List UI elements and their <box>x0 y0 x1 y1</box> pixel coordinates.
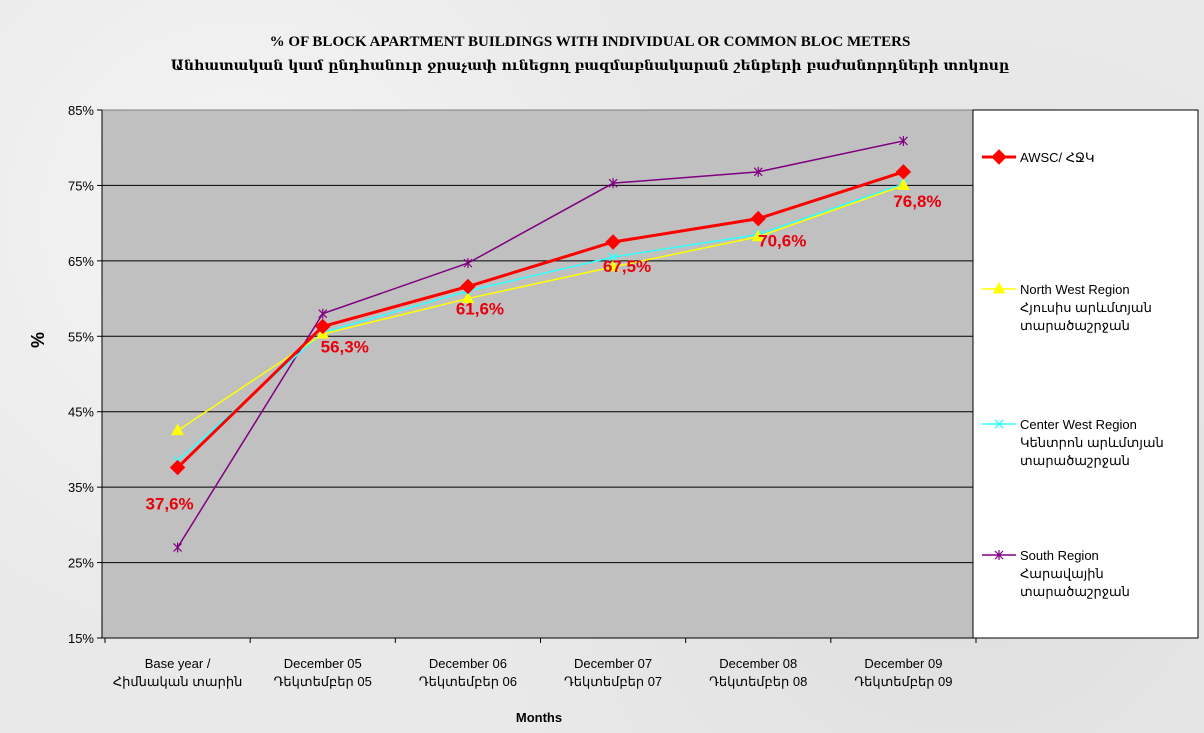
series-point-0 <box>460 278 476 295</box>
series-point-3 <box>173 542 183 553</box>
series-point-0 <box>895 164 912 180</box>
legend-label-line: AWSC/ ՀՋԿ <box>1020 150 1095 165</box>
data-label: 37,6% <box>145 495 193 514</box>
x-tick-label-line: December 05 <box>284 656 362 671</box>
x-tick-label-line: Հիմնական տարին <box>113 674 242 689</box>
legend-label: North West Region Հյուսիս արևմտյան տարածաշ… <box>1020 282 1152 333</box>
series-point-0 <box>169 459 186 476</box>
x-tick-label-line: December 08 <box>719 656 797 671</box>
x-tick-label-line: Դեկտեմբեր 06 <box>419 674 517 689</box>
series-line-2 <box>177 183 904 462</box>
data-label: 70,6% <box>758 232 806 251</box>
x-axis-title: Months <box>516 710 562 725</box>
x-tick-label: Base year / Հիմնական տարին <box>113 656 242 689</box>
x-tick-label: December 09 Դեկտեմբեր 09 <box>854 656 952 689</box>
legend: AWSC/ ՀՋԿ North West Region Հյուսիս արևմտյ… <box>982 149 1164 599</box>
series-point-1 <box>171 423 184 436</box>
y-tick-label: 45% <box>68 405 94 420</box>
data-label: 56,3% <box>321 337 369 356</box>
y-tick-label: 35% <box>68 480 94 495</box>
series-point-3 <box>463 258 473 269</box>
x-tick-label-line: December 07 <box>574 656 652 671</box>
x-tick-label: December 07 Դեկտեմբեր 07 <box>564 656 662 689</box>
legend-label-line: Հյուսիս արևմտյան <box>1020 300 1152 315</box>
legend-marker-1 <box>992 281 1006 294</box>
x-tick-label-line: December 09 <box>864 656 942 671</box>
legend-label-line: Հարավային <box>1020 566 1104 581</box>
y-tick-label: 65% <box>68 254 94 269</box>
y-tick-label: 55% <box>68 329 94 344</box>
y-tick-label: 15% <box>68 631 94 646</box>
series-point-3 <box>608 178 618 189</box>
x-tick-label-line: Դեկտեմբեր 07 <box>564 674 662 689</box>
series-point-0 <box>605 234 621 250</box>
x-tick-label-line: Դեկտեմբեր 05 <box>274 674 372 689</box>
y-tick-label: 75% <box>68 178 94 193</box>
x-tick-label: December 08 Դեկտեմբեր 08 <box>709 656 807 689</box>
legend-box <box>972 109 1199 639</box>
series-point-1 <box>897 178 910 190</box>
series-point-0 <box>315 318 331 335</box>
series-markers <box>169 135 912 553</box>
chart-subtitle: Անհատական կամ ընդհանուր ջրաչափ ունեցող բ… <box>171 58 1009 74</box>
legend-label-line: Կենտրոն արևմտյան <box>1020 435 1164 450</box>
legend-label-line: տարածաշրջան <box>1020 318 1130 333</box>
series-point-0 <box>750 210 766 227</box>
chart-title: % OF BLOCK APARTMENT BUILDINGS WITH INDI… <box>270 34 911 50</box>
plot-area <box>101 109 974 639</box>
legend-label-line: South Region <box>1020 548 1099 563</box>
legend-label-line: North West Region <box>1020 282 1130 297</box>
series-point-3 <box>318 308 328 319</box>
series-point-1 <box>461 291 475 304</box>
data-label: 76,8% <box>893 192 941 211</box>
gridlines <box>102 184 973 564</box>
series-lines <box>176 140 904 548</box>
legend-label-line: տարածաշրջան <box>1020 453 1130 468</box>
x-tick-label: December 06 Դեկտեմբեր 06 <box>419 656 517 689</box>
series-point-1 <box>751 229 765 242</box>
y-axis: 85% 75% 65% 55% 45% 35% 25% 15% <box>68 103 103 646</box>
data-label: 67,5% <box>603 257 651 276</box>
x-tick-label-line: Դեկտեմբեր 09 <box>854 674 952 689</box>
legend-label: South Region Հարավային տարածաշրջան <box>1020 548 1130 599</box>
series-point-1 <box>606 259 620 272</box>
y-axis-title: % <box>28 332 48 348</box>
legend-label-line: տարածաշրջան <box>1020 584 1130 599</box>
legend-label-line: Center West Region <box>1020 417 1137 432</box>
series-line-3 <box>176 140 904 548</box>
legend-label: Center West Region Կենտրոն արևմտյան տարածա… <box>1020 417 1164 468</box>
data-labels: 37,6% 56,3% 61,6% 67,5% 70,6% 76,8% <box>145 192 941 514</box>
legend-label: AWSC/ ՀՋԿ <box>1020 150 1095 165</box>
legend-marker-2 <box>994 419 1004 429</box>
legend-marker-3 <box>994 550 1004 560</box>
series-point-3 <box>753 166 763 177</box>
x-tick-label-line: Դեկտեմբեր 08 <box>709 674 807 689</box>
legend-marker-2-stroke <box>994 419 1004 429</box>
y-tick-label: 25% <box>68 556 94 571</box>
series-line-0 <box>176 170 904 469</box>
series-point-2-stroke <box>608 252 618 262</box>
data-label: 61,6% <box>456 300 504 319</box>
legend-marker-0 <box>991 149 1007 165</box>
y-tick-label: 85% <box>68 103 94 118</box>
series-point-2 <box>608 252 618 262</box>
series-point-3 <box>898 135 908 146</box>
x-tick-label-line: December 06 <box>429 656 507 671</box>
x-tick-label: December 05 Դեկտեմբեր 05 <box>274 656 372 689</box>
x-axis: Base year / Հիմնական տարին December 05 Դեկտ… <box>102 637 977 689</box>
x-tick-label-line: Base year / <box>145 656 211 671</box>
